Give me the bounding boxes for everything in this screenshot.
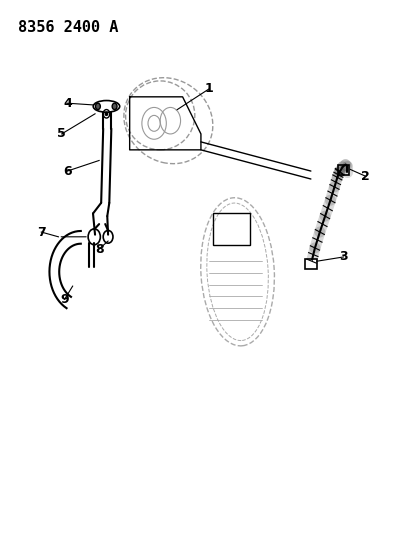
Bar: [213, 214, 249, 245]
Text: 6: 6: [63, 165, 72, 177]
Bar: [337, 165, 348, 175]
Text: 8356 2400 A: 8356 2400 A: [18, 20, 118, 35]
Text: 3: 3: [338, 251, 347, 263]
Circle shape: [95, 103, 100, 110]
Text: 7: 7: [37, 225, 45, 239]
Text: 4: 4: [63, 96, 72, 110]
Ellipse shape: [93, 101, 119, 112]
Text: 2: 2: [361, 170, 369, 183]
Bar: [304, 259, 316, 269]
Text: 5: 5: [57, 127, 66, 140]
Circle shape: [307, 260, 313, 268]
Text: 1: 1: [204, 83, 213, 95]
Text: 8: 8: [94, 243, 103, 255]
Circle shape: [112, 103, 117, 110]
Circle shape: [105, 112, 108, 115]
Text: 9: 9: [60, 293, 69, 306]
